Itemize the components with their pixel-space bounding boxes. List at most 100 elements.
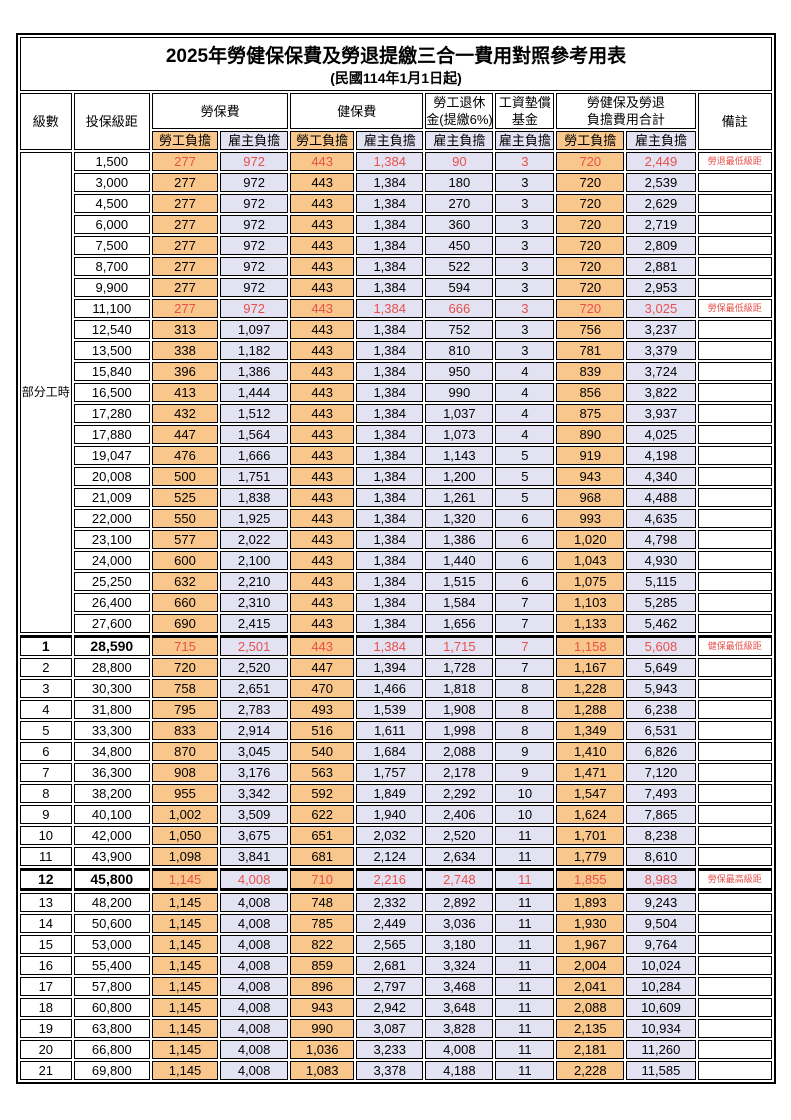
table-row: 9 40,100 1,002 3,509 622 1,940 2,406 10 1,624 7,8…	[20, 805, 772, 824]
level-cell: 15	[20, 935, 72, 954]
value-cell: 1,384	[356, 530, 424, 549]
value-cell: 2,004	[556, 956, 625, 975]
value-cell: 2,088	[556, 998, 625, 1017]
insured-bracket-cell: 4,500	[73, 194, 150, 213]
value-cell: 4,008	[220, 1019, 289, 1038]
value-cell: 3,937	[626, 404, 696, 423]
level-cell: 11	[20, 847, 72, 866]
value-cell: 1,384	[356, 509, 424, 528]
value-cell: 1,656	[425, 614, 494, 633]
table-row: 8 38,200 955 3,342 592 1,849 2,292 10 1,547 7,493	[20, 784, 772, 803]
value-cell: 1,701	[556, 826, 625, 845]
value-cell: 8	[495, 721, 555, 740]
value-cell: 990	[290, 1019, 355, 1038]
value-cell: 1,073	[425, 425, 494, 444]
header-row-top: 級數 投保級距 勞保費 健保費 勞工退休 金(提繳6%) 工資墊償 基金 勞健保…	[20, 93, 772, 150]
remark-cell	[697, 278, 772, 297]
value-cell: 1,394	[356, 658, 424, 677]
insured-bracket-cell: 12,540	[73, 320, 150, 339]
remark-cell	[697, 551, 772, 570]
insured-bracket-cell: 53,000	[73, 935, 150, 954]
value-cell: 856	[556, 383, 625, 402]
value-cell: 1,564	[220, 425, 289, 444]
value-cell: 443	[290, 425, 355, 444]
value-cell: 7	[495, 593, 555, 612]
value-cell: 443	[290, 152, 355, 171]
value-cell: 968	[556, 488, 625, 507]
value-cell: 3,509	[220, 805, 289, 824]
value-cell: 476	[152, 446, 219, 465]
insured-bracket-cell: 30,300	[73, 679, 150, 698]
value-cell: 896	[290, 977, 355, 996]
value-cell: 1,349	[556, 721, 625, 740]
level-cell: 21	[20, 1061, 72, 1080]
value-cell: 720	[556, 257, 625, 276]
value-cell: 4,198	[626, 446, 696, 465]
value-cell: 7	[495, 614, 555, 633]
remark-cell: 勞退最低級距	[697, 152, 772, 171]
value-cell: 3,724	[626, 362, 696, 381]
table-row: 3,000 277 972 443 1,384 180 3 720 2,539	[20, 173, 772, 192]
value-cell: 1,384	[356, 551, 424, 570]
insured-bracket-cell: 42,000	[73, 826, 150, 845]
table-row: 19,047 476 1,666 443 1,384 1,143 5 919 4,198	[20, 446, 772, 465]
value-cell: 6	[495, 572, 555, 591]
table-row: 21,009 525 1,838 443 1,384 1,261 5 968 4,488	[20, 488, 772, 507]
value-cell: 443	[290, 488, 355, 507]
value-cell: 972	[220, 152, 289, 171]
value-cell: 720	[556, 278, 625, 297]
table-row: 10 42,000 1,050 3,675 651 2,032 2,520 11 1,701 8,…	[20, 826, 772, 845]
value-cell: 1,384	[356, 194, 424, 213]
value-cell: 360	[425, 215, 494, 234]
value-cell: 1,624	[556, 805, 625, 824]
value-cell: 443	[290, 551, 355, 570]
value-cell: 10	[495, 805, 555, 824]
pension-label-line1: 勞工退休	[433, 95, 486, 110]
remark-cell	[697, 446, 772, 465]
value-cell: 1,384	[356, 299, 424, 318]
value-cell: 1,143	[425, 446, 494, 465]
value-cell: 2,914	[220, 721, 289, 740]
remark-cell	[697, 572, 772, 591]
value-cell: 972	[220, 173, 289, 192]
value-cell: 2,449	[356, 914, 424, 933]
value-cell: 1,158	[556, 635, 625, 656]
table-row: 5 33,300 833 2,914 516 1,611 1,998 8 1,349 6,531	[20, 721, 772, 740]
subheader-employee-burden: 勞工負擔	[290, 131, 355, 150]
remark-cell	[697, 805, 772, 824]
value-cell: 1,384	[356, 635, 424, 656]
table-row: 23,100 577 2,022 443 1,384 1,386 6 1,020 4,798	[20, 530, 772, 549]
value-cell: 277	[152, 278, 219, 297]
insured-bracket-cell: 40,100	[73, 805, 150, 824]
value-cell: 443	[290, 614, 355, 633]
remark-cell	[697, 658, 772, 677]
value-cell: 1,384	[356, 215, 424, 234]
value-cell: 443	[290, 173, 355, 192]
insured-bracket-cell: 66,800	[73, 1040, 150, 1059]
value-cell: 2,719	[626, 215, 696, 234]
insured-bracket-cell: 34,800	[73, 742, 150, 761]
value-cell: 2,332	[356, 893, 424, 912]
value-cell: 11	[495, 1040, 555, 1059]
value-cell: 2,892	[425, 893, 494, 912]
value-cell: 443	[290, 215, 355, 234]
remark-cell	[697, 826, 772, 845]
table-row: 7 36,300 908 3,176 563 1,757 2,178 9 1,471 7,120	[20, 763, 772, 782]
value-cell: 4,008	[220, 935, 289, 954]
value-cell: 972	[220, 299, 289, 318]
value-cell: 277	[152, 236, 219, 255]
value-cell: 11	[495, 998, 555, 1017]
table-row: 4,500 277 972 443 1,384 270 3 720 2,629	[20, 194, 772, 213]
value-cell: 1,539	[356, 700, 424, 719]
value-cell: 6,826	[626, 742, 696, 761]
table-row: 13,500 338 1,182 443 1,384 810 3 781 3,379	[20, 341, 772, 360]
table-row: 7,500 277 972 443 1,384 450 3 720 2,809	[20, 236, 772, 255]
value-cell: 6,238	[626, 700, 696, 719]
insured-bracket-cell: 20,008	[73, 467, 150, 486]
value-cell: 1,384	[356, 446, 424, 465]
value-cell: 443	[290, 341, 355, 360]
value-cell: 720	[556, 299, 625, 318]
remark-cell	[697, 1061, 772, 1080]
value-cell: 972	[220, 278, 289, 297]
value-cell: 600	[152, 551, 219, 570]
